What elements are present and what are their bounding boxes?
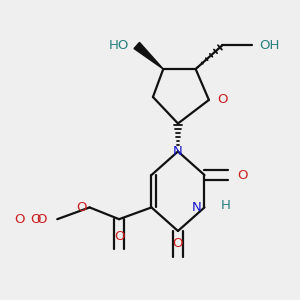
Text: O: O xyxy=(218,93,228,106)
Text: N: N xyxy=(173,145,183,158)
Text: HO: HO xyxy=(109,39,129,52)
Text: O: O xyxy=(76,201,87,214)
Text: O: O xyxy=(31,213,41,226)
Text: O: O xyxy=(14,213,25,226)
Text: O: O xyxy=(36,213,47,226)
Text: O: O xyxy=(237,169,247,182)
Text: OH: OH xyxy=(259,39,279,52)
Polygon shape xyxy=(134,42,163,69)
Text: O: O xyxy=(114,230,124,243)
Text: O: O xyxy=(173,237,183,250)
Text: H: H xyxy=(221,200,230,212)
Text: N: N xyxy=(192,201,202,214)
